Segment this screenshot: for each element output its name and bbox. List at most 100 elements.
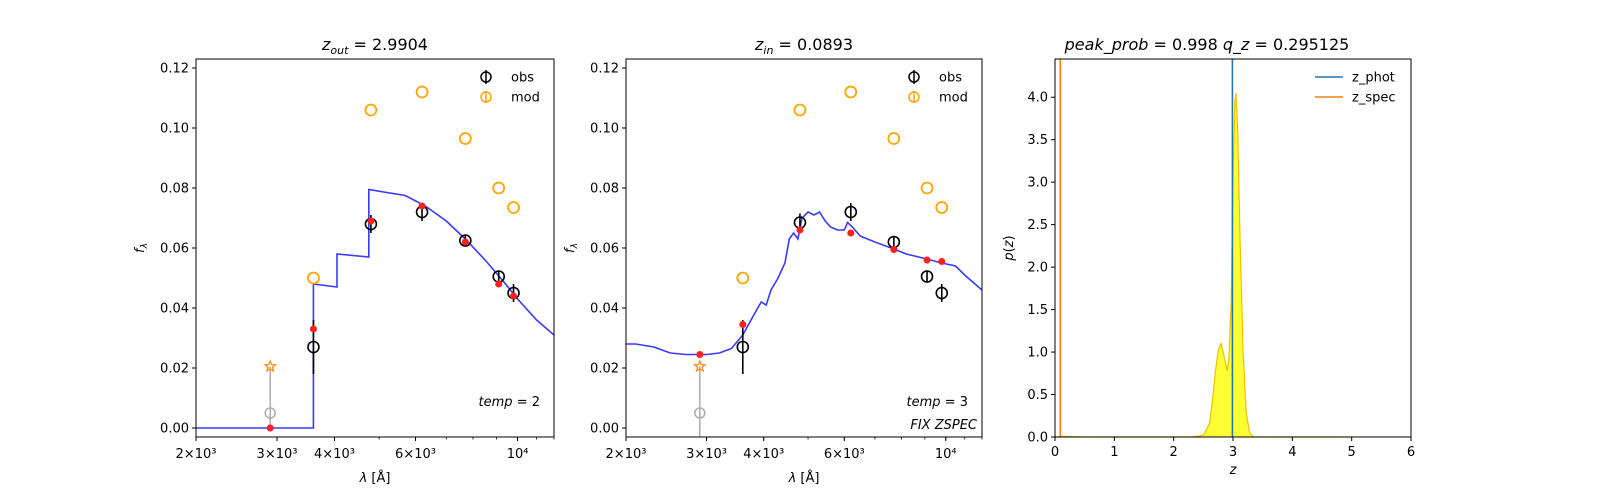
- y-axis-label: fλ: [563, 243, 580, 253]
- obs-point: [920, 270, 934, 283]
- axes-frame: [625, 58, 983, 438]
- obs-point: [736, 340, 750, 354]
- x-tick-label: 6×10³: [824, 447, 865, 462]
- x-tick-label: 4: [1288, 445, 1296, 460]
- mod-point: [844, 85, 858, 99]
- x-tick-label: 2: [1170, 445, 1178, 460]
- y-tick-label: 0.06: [160, 242, 189, 257]
- template-spectrum-line: [626, 210, 982, 356]
- y-tick-label: 0.06: [590, 242, 619, 257]
- y-tick-label: 0.12: [590, 62, 619, 77]
- x-tick-label: 6: [1407, 445, 1415, 460]
- pz-panel: 0.0 0.5 1.0 1.5 2.0 2.5 3.0 3.5 4.0 0 1 2 3 4 5 6 peak_p…: [1002, 35, 1415, 478]
- fix-zspec-annotation: FIX ZSPEC: [910, 418, 978, 433]
- obs-point: [459, 234, 472, 247]
- obs-point: [844, 205, 858, 219]
- y-tick-label: 0.0: [1027, 431, 1048, 446]
- model-flux-point: [923, 256, 931, 264]
- mod-point: [507, 201, 520, 214]
- model-flux-point: [461, 238, 469, 246]
- masked-point: [264, 407, 277, 419]
- legend-obs-label: obs: [939, 71, 962, 86]
- model-flux-point: [367, 217, 375, 225]
- model-flux-point: [847, 229, 855, 237]
- plot-area: [626, 85, 982, 437]
- x-tick-label: 2×10³: [606, 447, 647, 462]
- mod-point: [364, 103, 378, 117]
- legend-obs-marker: [480, 71, 492, 83]
- y-axis-label: fλ: [133, 243, 150, 253]
- model-flux-point: [309, 325, 317, 333]
- mod-point: [307, 271, 320, 285]
- y-tick-label: 0.02: [590, 362, 619, 377]
- mod-point: [492, 181, 506, 195]
- y-tick-label: 0.04: [160, 302, 189, 317]
- x-tick-label: 3×10³: [686, 447, 727, 462]
- masked-point: [694, 407, 706, 419]
- y-tick-label: 3.5: [1027, 133, 1048, 148]
- x-tick-label: 5: [1348, 445, 1356, 460]
- x-tick-label: 10⁴: [935, 447, 957, 462]
- template-spectrum-line: [196, 188, 554, 429]
- x-tick-label: 10⁴: [507, 447, 529, 462]
- model-flux-point: [890, 246, 898, 253]
- pz-curve-line: [1055, 92, 1352, 438]
- model-flux-point: [418, 202, 426, 210]
- y-tick-label: 1.5: [1027, 303, 1048, 318]
- template-annotation: temp = 3: [907, 395, 968, 410]
- y-tick-label: 0.08: [590, 182, 619, 197]
- y-tick-label: 0.00: [160, 422, 189, 437]
- x-tick-label: 3×10³: [257, 447, 298, 462]
- y-tick-label: 0.10: [160, 122, 189, 137]
- y-tick-label: 2.0: [1027, 261, 1048, 276]
- x-tick-label: 4×10³: [314, 447, 355, 462]
- panel-title: peak_prob = 0.998 q_z = 0.295125: [1064, 35, 1350, 55]
- obs-point: [307, 340, 320, 354]
- panel-title: zin = 0.0893: [754, 35, 853, 57]
- y-tick-label: 0.00: [590, 422, 619, 437]
- plot-area: [196, 85, 554, 432]
- model-flux-point: [266, 424, 274, 432]
- y-tick-label: 3.0: [1027, 176, 1048, 191]
- y-tick-label: 0.04: [590, 302, 619, 317]
- template-annotation: temp = 2: [479, 395, 540, 410]
- panel-title: zout = 2.9904: [321, 35, 428, 57]
- mod-point: [920, 181, 934, 195]
- model-flux-point: [495, 280, 503, 288]
- model-flux-point: [696, 351, 704, 358]
- model-flux-point: [938, 258, 946, 265]
- pz-fill-area: [1055, 93, 1352, 437]
- x-tick-label: 4×10³: [743, 447, 784, 462]
- x-tick-label: 2×10³: [176, 447, 217, 462]
- mod-point: [415, 85, 429, 99]
- mod-point: [935, 201, 949, 214]
- legend-mod-label: mod: [511, 91, 540, 106]
- legend-mod-marker: [480, 91, 492, 103]
- legend-z-spec-label: z_spec: [1352, 91, 1396, 106]
- y-tick-label: 0.10: [590, 122, 619, 137]
- y-tick-label: 0.12: [160, 62, 189, 77]
- model-flux-point: [796, 226, 804, 234]
- legend-obs-label: obs: [511, 71, 534, 86]
- x-tick-label: 6×10³: [395, 447, 436, 462]
- legend-mod-marker: [908, 91, 920, 103]
- y-tick-label: 0.08: [160, 182, 189, 197]
- sed-panel-zin: 0.00 0.02 0.04 0.06 0.08 0.10 0.12 2×10³ 3×10³ 4×…: [563, 35, 983, 486]
- mod-point: [887, 132, 901, 145]
- legend-obs-marker: [908, 71, 920, 83]
- legend-z-phot-label: z_phot: [1352, 71, 1395, 86]
- x-tick-label: 3: [1229, 445, 1237, 460]
- star-marker: [263, 359, 278, 373]
- x-tick-label: 1: [1110, 445, 1118, 460]
- x-axis-label: λ [Å]: [788, 470, 820, 486]
- x-tick-label: 0: [1051, 445, 1059, 460]
- obs-point: [935, 286, 949, 300]
- x-axis-label: λ [Å]: [359, 470, 391, 486]
- y-tick-label: 0.02: [160, 362, 189, 377]
- mod-point: [736, 271, 750, 285]
- legend-mod-label: mod: [939, 91, 968, 106]
- y-tick-label: 1.0: [1027, 346, 1048, 361]
- axes-frame: [195, 58, 555, 438]
- model-flux-point: [510, 292, 518, 300]
- y-tick-label: 4.0: [1027, 91, 1048, 106]
